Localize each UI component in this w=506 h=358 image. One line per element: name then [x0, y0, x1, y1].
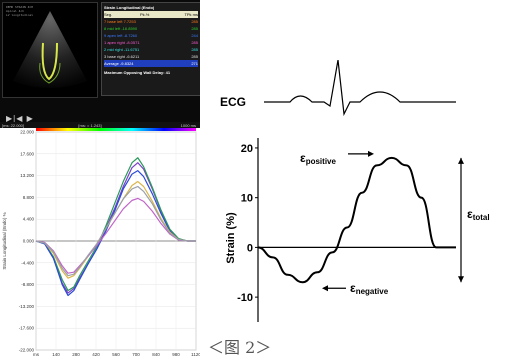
strain-series-line	[35, 197, 196, 274]
epsilon-positive-sub: positive	[306, 157, 337, 166]
plot-header-mid: [ms: = 1.243]	[78, 123, 101, 128]
x-tick-label: 140	[52, 352, 60, 357]
y-tick-label: 8.800	[23, 195, 35, 200]
ultrasound-sector	[13, 11, 87, 88]
y-tick-label: -10	[237, 292, 253, 304]
x-tick-label: 700	[132, 352, 140, 357]
y-tick-label: 0.000	[23, 239, 35, 244]
lv-endocardial-trace	[41, 42, 58, 81]
plot-header-left: [ms: 22.000]	[2, 123, 24, 128]
figure-caption: ＜图 2＞	[208, 338, 272, 357]
total-arrowhead-up	[458, 157, 464, 164]
table-row: 1 apex right -8.0571 285	[104, 39, 198, 46]
y-axis-label: Strain Longitudinal (Endo) %	[2, 212, 7, 269]
echo-overlay-line: DEMO STRAIN 4CH	[6, 5, 34, 9]
x-tick-label: 420	[92, 352, 100, 357]
negative-arrowhead	[322, 285, 328, 292]
y-tick-label: 17.600	[20, 151, 34, 156]
row-label: 3 base right -6.6211	[104, 54, 140, 59]
column-time: TPk ms	[184, 12, 198, 17]
strain-table: Strain Longitudinal (Endo) Seg. Pk.% TPk…	[101, 2, 200, 96]
epsilon-total-sub: total	[473, 213, 490, 222]
plot-header-right: 1000 ms	[181, 123, 196, 128]
y-tick-label: 20	[241, 143, 253, 155]
strain-series-line	[35, 185, 196, 277]
epsilon-negative-sub: negative	[356, 287, 389, 296]
x-tick-label: 980	[172, 352, 180, 357]
epsilon-total: εtotal	[467, 207, 490, 222]
row-label: 7 base left 7.7253	[104, 19, 136, 24]
row-label: 8 mid left -16.8590	[104, 26, 138, 31]
plot-header-bar	[0, 122, 200, 128]
row-value: 285	[191, 54, 198, 59]
y-axis-label: Strain (%)	[225, 212, 237, 264]
row-label: Average -9.8324	[104, 61, 134, 66]
strain-curve	[257, 156, 456, 284]
x-tick-label: 280	[72, 352, 80, 357]
epsilon-positive: εpositive	[300, 151, 336, 166]
y-tick-label: -17.600	[19, 326, 35, 331]
row-value: 285	[191, 47, 198, 52]
epsilon-negative: εnegative	[350, 281, 389, 296]
row-value: 285	[191, 40, 198, 45]
echo-overlay-text: DEMO STRAIN 4CH Apical 4ch LV longitudin…	[6, 5, 33, 17]
row-value: 244	[191, 33, 198, 38]
row-label: 2 mid right -11.6751	[104, 47, 140, 52]
y-tick-label: 13.200	[20, 173, 34, 178]
strain-diagram-svg: ECG 20 10 0 -10 Strain (%) εpositive εnegative ε…	[220, 59, 490, 322]
y-tick-label: 0	[247, 242, 253, 254]
row-value: 285	[191, 26, 198, 31]
table-row: 9 apex left -8.7260 244	[104, 32, 198, 39]
x-tick-label: 840	[152, 352, 160, 357]
echo-overlay-line: LV longitudinal	[6, 13, 34, 17]
y-tick-label: -8.800	[21, 282, 34, 287]
row-value: 271	[191, 61, 198, 66]
table-header: Strain Longitudinal (Endo)	[104, 5, 155, 10]
strain-series-line	[35, 170, 196, 297]
strain-curve-svg: [ms: 22.000] [ms: = 1.243] 1000 ms 22.000 17…	[0, 122, 200, 357]
y-tick-label: -13.200	[19, 304, 35, 309]
ecg-trace	[264, 59, 456, 117]
column-seg: Seg.	[104, 12, 113, 17]
row-label: 1 apex right -8.0571	[104, 40, 140, 45]
y-tick-label: 10	[241, 193, 253, 205]
strain-series-line	[35, 157, 196, 292]
strain-diagram: ECG 20 10 0 -10 Strain (%) εpositive εnegative ε…	[220, 59, 490, 330]
ecg-label: ECG	[220, 95, 246, 109]
table-row: 3 base right -6.6211 285	[104, 53, 198, 60]
table-row: 7 base left 7.7253 285	[104, 18, 198, 25]
table-row: 2 mid right -11.6751 285	[104, 46, 198, 53]
table-footer: Maximum Opposing Wall Delay: 41	[104, 70, 171, 75]
echo-image: DEMO STRAIN 4CH Apical 4ch LV longitudin…	[2, 2, 98, 98]
row-label: 9 apex left -8.7260	[104, 33, 138, 38]
playback-controls[interactable]: ▶|◀ ▶	[6, 114, 34, 123]
plot-color-strip	[36, 128, 196, 131]
x-tick-label: ms	[33, 352, 40, 357]
lv-epicardial-trace	[39, 62, 61, 84]
y-tick-label: 4.400	[23, 217, 35, 222]
positive-arrowhead	[368, 150, 374, 157]
x-tick-label: 560	[112, 352, 120, 357]
column-peak: Pk.%	[140, 12, 150, 17]
row-value: 285	[191, 19, 198, 24]
table-row: 8 mid left -16.8590 285	[104, 25, 198, 32]
echo-strain-panel: DEMO STRAIN 4CH Apical 4ch LV longitudin…	[0, 0, 200, 358]
table-columns: Seg. Pk.% TPk ms	[104, 11, 198, 18]
echo-overlay-line: Apical 4ch	[6, 9, 25, 13]
y-tick-label: 22.000	[20, 130, 34, 135]
x-tick-label: 1120	[191, 352, 200, 357]
y-tick-label: -22.000	[19, 348, 35, 353]
table-row: Average -9.8324 271	[104, 60, 198, 67]
y-tick-label: -4.400	[21, 260, 34, 265]
total-arrowhead-down	[458, 276, 464, 283]
echo-sector-svg	[13, 11, 87, 88]
strain-curve-plot: [ms: 22.000] [ms: = 1.243] 1000 ms 22.000 17…	[0, 122, 200, 358]
